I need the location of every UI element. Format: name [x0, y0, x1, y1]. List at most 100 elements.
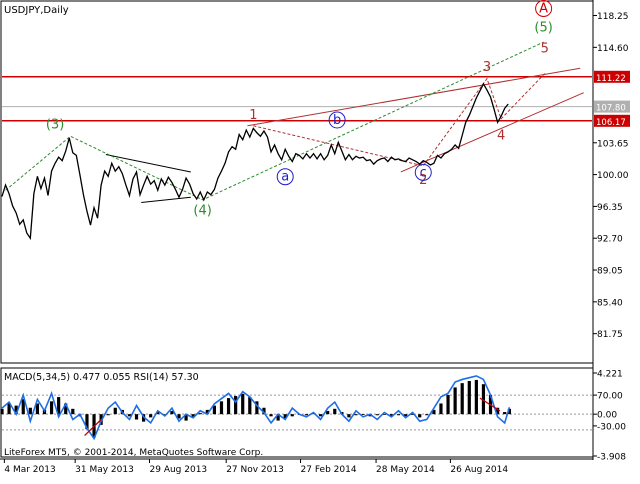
- wave-label-8: 5: [541, 42, 549, 57]
- ind-y-tick-label-3: -30.00: [597, 422, 626, 432]
- macd-bar-5: [35, 403, 39, 415]
- macd-bar-32: [226, 398, 231, 415]
- macd-bar-44: [311, 413, 316, 415]
- macd-bar-18: [127, 414, 132, 417]
- x-tick-label-6: 26 Aug 2014: [450, 465, 508, 475]
- macd-bar-33: [234, 395, 238, 415]
- wave-label-7: 4: [497, 129, 505, 144]
- macd-bar-67: [474, 379, 478, 415]
- macd-bar-8: [57, 397, 61, 415]
- macd-bar-59: [418, 414, 422, 418]
- macd-bar-52: [368, 414, 372, 417]
- trend-line-2: [247, 67, 581, 127]
- divergence-line-0: [84, 419, 102, 437]
- y-tick-label-9: 89.05: [597, 267, 623, 277]
- y-tick-label-1: 114.60: [597, 44, 629, 54]
- wave-label-1: (4): [193, 204, 211, 219]
- macd-bar-7: [49, 401, 54, 415]
- price-line: [1, 82, 509, 241]
- wave-label-6: 3: [483, 60, 491, 75]
- wave-label-circle-9: [276, 168, 294, 186]
- macd-bar-54: [382, 414, 386, 415]
- macd-bar-40: [283, 414, 287, 419]
- macd-bar-64: [453, 387, 457, 415]
- y-tick-label-11: 81.75: [597, 330, 623, 340]
- y-tick-label-0: 118.25: [597, 12, 629, 22]
- wave-label-4: 1: [249, 108, 257, 123]
- macd-bar-20: [142, 414, 146, 422]
- macd-bar-50: [354, 414, 358, 416]
- x-tick-label-5: 28 May 2014: [376, 465, 435, 475]
- macd-bar-60: [425, 414, 429, 416]
- macd-bar-21: [149, 414, 153, 418]
- macd-bar-65: [460, 383, 464, 415]
- macd-bar-51: [361, 414, 365, 415]
- level-badge-label-2: 107.80: [596, 104, 626, 114]
- level-badge-0: [594, 70, 630, 83]
- copyright-label: LiteForex MT5, © 2001-2014, MetaQuotes S…: [4, 448, 263, 458]
- level-badge-1: [594, 114, 630, 127]
- macd-bar-31: [219, 401, 224, 415]
- y-tick-label-5: 103.65: [597, 139, 629, 149]
- y-tick-label-10: 85.40: [597, 298, 623, 308]
- macd-bar-19: [134, 414, 139, 420]
- trend-line-1: [141, 196, 191, 203]
- macd-bar-63: [446, 394, 450, 415]
- y-tick-label-8: 92.70: [597, 235, 623, 245]
- macd-bar-3: [21, 399, 25, 415]
- macd-bar-12: [85, 414, 89, 430]
- macd-bar-4: [28, 407, 32, 415]
- x-tick-label-3: 27 Nov 2013: [226, 465, 284, 475]
- x-tick-label-0: 4 Mar 2013: [4, 465, 55, 475]
- wave-path-1: [253, 73, 546, 167]
- trend-line-0: [105, 154, 191, 173]
- macd-bar-66: [467, 380, 471, 415]
- wave-label-0: (3): [46, 117, 64, 132]
- trend-line-3: [400, 92, 584, 173]
- ind-y-tick-label-1: 70.00: [597, 392, 623, 402]
- macd-bar-22: [156, 412, 160, 415]
- macd-bar-46: [326, 410, 330, 415]
- macd-bar-27: [191, 414, 195, 418]
- macd-bar-0: [0, 408, 4, 415]
- wave-label-circle-10: [328, 111, 346, 129]
- wave-label-3: A: [539, 1, 548, 16]
- rsi-line: [1, 375, 511, 441]
- macd-bar-30: [212, 405, 216, 415]
- macd-bar-58: [411, 414, 415, 415]
- ind-y-tick-label-0: 4.221: [597, 370, 623, 380]
- macd-bar-55: [389, 414, 393, 417]
- y-tick-label-7: 96.35: [597, 203, 623, 213]
- level-badge-2: [594, 100, 630, 113]
- macd-bar-71: [503, 412, 507, 415]
- macd-bar-28: [198, 413, 202, 415]
- macd-bar-39: [276, 414, 280, 421]
- macd-bar-9: [64, 403, 68, 415]
- wave-label-9: a: [281, 170, 289, 185]
- macd-bar-49: [347, 414, 351, 418]
- level-badge-label-0: 111.22: [596, 74, 626, 84]
- macd-bar-34: [241, 393, 245, 415]
- macd-bar-53: [375, 414, 379, 416]
- macd-bar-41: [290, 414, 294, 417]
- macd-bar-43: [304, 414, 309, 416]
- x-tick-label-4: 27 Feb 2014: [301, 465, 357, 475]
- wave-label-circle-11: [414, 163, 432, 181]
- macd-bar-38: [269, 414, 273, 417]
- wave-label-11: c: [420, 165, 427, 180]
- macd-bar-16: [113, 407, 117, 415]
- wave-path-0: [5, 41, 544, 201]
- macd-bar-62: [439, 403, 443, 415]
- macd-bar-70: [496, 407, 500, 415]
- macd-bar-26: [184, 414, 188, 421]
- macd-bar-36: [255, 401, 259, 415]
- macd-bar-56: [396, 414, 401, 416]
- y-tick-label-6: 100.00: [597, 171, 629, 181]
- ind-y-tick-label-4: -3.908: [597, 453, 626, 463]
- x-tick-label-1: 31 May 2013: [75, 465, 134, 475]
- macd-bar-47: [333, 408, 337, 415]
- macd-bar-1: [7, 403, 11, 415]
- macd-bar-35: [248, 397, 252, 415]
- macd-bar-57: [403, 414, 408, 417]
